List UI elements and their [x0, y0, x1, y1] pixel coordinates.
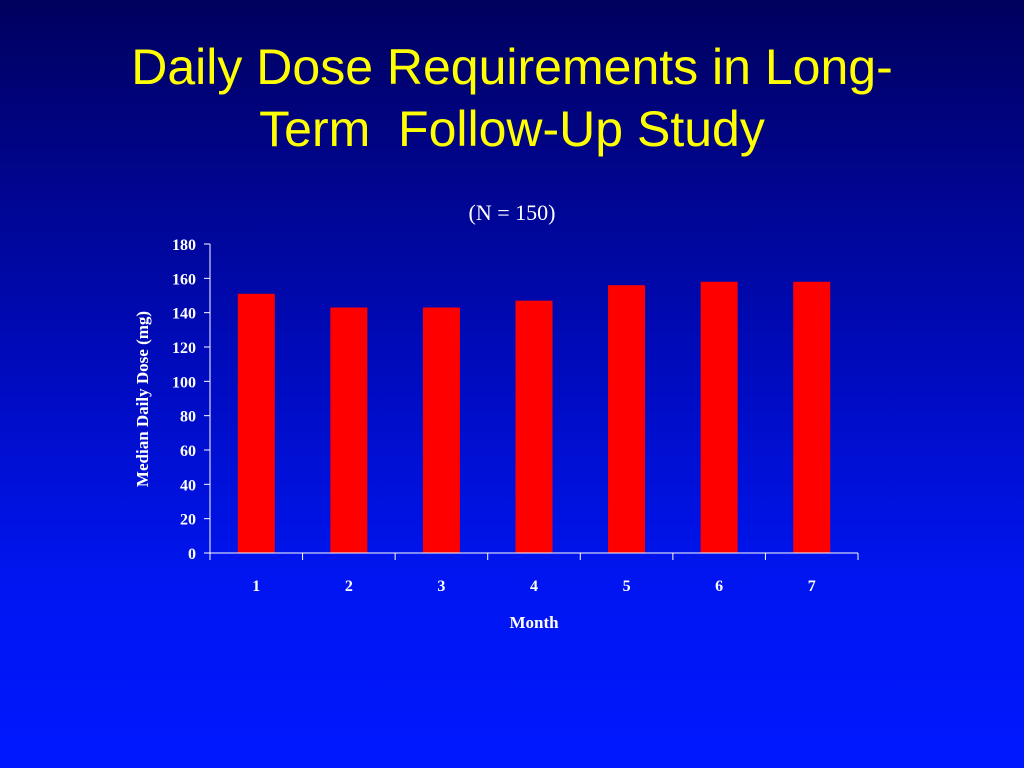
y-tick-label: 140 — [172, 306, 196, 323]
x-tick-label: 5 — [623, 578, 631, 595]
x-axis-label: Month — [509, 613, 559, 632]
axes-layer: 0 20 40 60 80 100 120 140 160 180 1 2 3 4 5 6 7 — [172, 237, 859, 595]
y-tick-label: 180 — [172, 237, 196, 254]
bars-layer — [237, 281, 831, 553]
bar-month-2 — [330, 307, 368, 553]
y-tick-label: 60 — [180, 443, 196, 460]
slide-title-line-2: Term Follow-Up Study — [259, 101, 765, 157]
x-tick-label: 3 — [437, 578, 445, 595]
bar-month-6 — [700, 281, 738, 553]
y-tick-label: 40 — [180, 477, 196, 494]
bar-month-4 — [515, 300, 553, 553]
slide-title: Daily Dose Requirements in Long- Term Fo… — [0, 36, 1024, 160]
y-tick-label: 80 — [180, 409, 196, 426]
x-tick-label: 6 — [715, 578, 723, 595]
bar-month-5 — [608, 285, 646, 553]
x-tick-label: 4 — [530, 578, 538, 595]
y-axis-label: Median Daily Dose (mg) — [133, 311, 152, 487]
chart-subtitle: (N = 150) — [469, 200, 556, 225]
x-tick-label: 2 — [345, 578, 353, 595]
bar-month-3 — [422, 307, 460, 553]
x-tick-label: 7 — [808, 578, 816, 595]
x-tick-label: 1 — [252, 578, 260, 595]
y-tick-label: 0 — [188, 546, 196, 563]
y-tick-label: 120 — [172, 340, 196, 357]
y-tick-label: 20 — [180, 512, 196, 529]
y-tick-label: 160 — [172, 271, 196, 288]
bar-month-1 — [237, 293, 275, 553]
bar-month-7 — [793, 281, 831, 553]
y-tick-label: 100 — [172, 374, 196, 391]
slide-title-line-1: Daily Dose Requirements in Long- — [131, 39, 893, 95]
